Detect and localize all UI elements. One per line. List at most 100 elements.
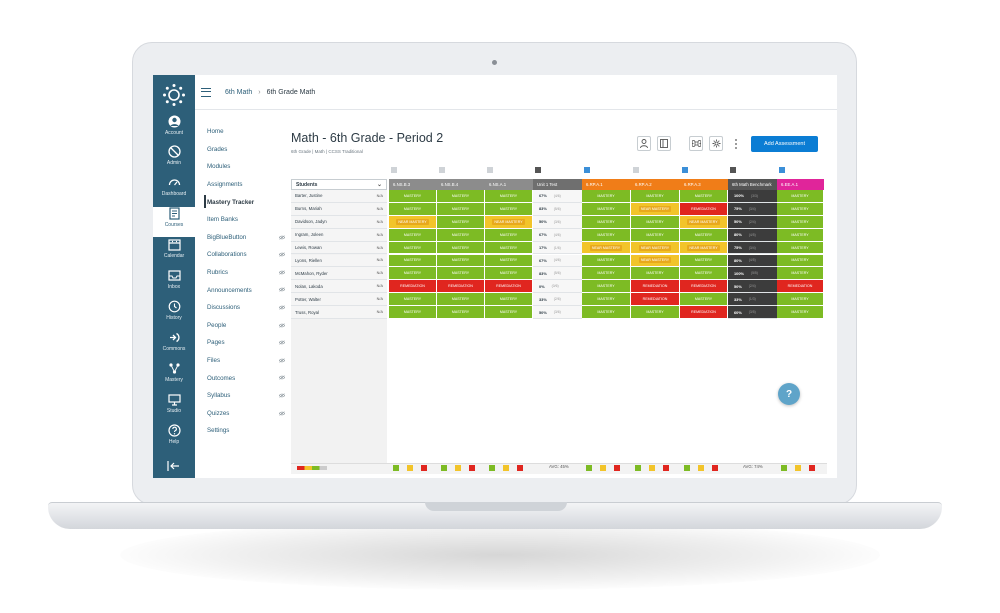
shortcuts-button[interactable] — [689, 136, 703, 151]
global-nav-admin[interactable]: Admin — [153, 145, 195, 175]
mastery-cell[interactable]: MASTERY — [582, 202, 631, 216]
mastery-cell[interactable]: MASTERY — [437, 254, 485, 268]
visibility-eye-icon[interactable] — [279, 287, 285, 293]
student-row[interactable]: Truss, Royal N/A — [291, 306, 387, 319]
mastery-cell[interactable]: MASTERY — [582, 293, 631, 307]
mastery-cell[interactable]: MASTERY — [485, 254, 533, 268]
mastery-cell[interactable]: MASTERY — [389, 228, 437, 242]
mastery-cell[interactable]: MASTERY — [777, 190, 824, 203]
score-cell[interactable]: 33% (1/3) — [728, 293, 777, 307]
course-nav-assignments[interactable]: Assignments — [207, 176, 285, 194]
column-tag-icon[interactable] — [487, 167, 493, 173]
score-cell[interactable]: 33% (2/6) — [533, 293, 582, 307]
course-nav-grades[interactable]: Grades — [207, 141, 285, 159]
mastery-cell[interactable]: MASTERY — [582, 228, 631, 242]
score-cell[interactable]: 80% (4/5) — [728, 228, 777, 242]
global-nav-mastery[interactable]: Mastery — [153, 362, 195, 392]
visibility-eye-icon[interactable] — [279, 270, 285, 275]
mastery-cell[interactable]: MASTERY — [582, 215, 631, 229]
mastery-cell[interactable]: MASTERY — [389, 190, 437, 203]
score-cell[interactable]: 50% (3/6) — [533, 215, 582, 229]
mastery-cell[interactable]: NEAR MASTERY — [631, 202, 680, 216]
mastery-cell[interactable]: REMEDIATION — [680, 306, 728, 319]
mastery-cell[interactable]: MASTERY — [631, 228, 680, 242]
mastery-cell[interactable]: NEAR MASTERY — [485, 215, 533, 229]
score-cell[interactable]: 67% (4/6) — [533, 254, 582, 268]
student-row[interactable]: Nolan, Lakoda N/A — [291, 280, 387, 294]
column-header[interactable]: 6.RP.A.2 — [631, 179, 680, 190]
mastery-cell[interactable]: NEAR MASTERY — [631, 241, 680, 255]
mastery-cell[interactable]: NEAR MASTERY — [680, 215, 728, 229]
student-row[interactable]: Davidson, Jadyn N/A — [291, 215, 387, 229]
course-nav-people[interactable]: People — [207, 317, 285, 335]
legend-swatch[interactable] — [297, 466, 327, 470]
mastery-cell[interactable]: MASTERY — [389, 241, 437, 255]
global-nav-calendar[interactable]: Calendar — [153, 238, 195, 268]
course-nav-discussions[interactable]: Discussions — [207, 299, 285, 317]
mastery-cell[interactable]: NEAR MASTERY — [582, 241, 631, 255]
score-cell[interactable]: 83% (5/6) — [533, 202, 582, 216]
visibility-eye-icon[interactable] — [279, 358, 285, 363]
global-nav-commons[interactable]: Commons — [153, 331, 195, 361]
global-nav-dashboard[interactable]: Dashboard — [153, 176, 195, 206]
score-cell[interactable]: 80% (4/5) — [728, 254, 777, 268]
mastery-cell[interactable]: MASTERY — [631, 190, 680, 203]
mastery-cell[interactable]: MASTERY — [389, 202, 437, 216]
column-header[interactable]: Unit 1 Test — [533, 179, 582, 190]
global-nav-account[interactable]: Account — [153, 115, 195, 145]
mastery-cell[interactable]: MASTERY — [389, 267, 437, 281]
column-tag-icon[interactable] — [584, 167, 590, 173]
breadcrumb-course[interactable]: 6th Math — [225, 88, 253, 96]
column-tag-icon[interactable] — [682, 167, 688, 173]
mastery-cell[interactable]: MASTERY — [485, 202, 533, 216]
visibility-eye-icon[interactable] — [279, 375, 285, 381]
course-nav-mastery-tracker[interactable]: Mastery Tracker — [204, 193, 285, 211]
hamburger-menu-icon[interactable] — [201, 87, 211, 97]
mastery-cell[interactable]: MASTERY — [680, 254, 728, 268]
score-cell[interactable]: 75% (3/4) — [728, 241, 777, 255]
score-cell[interactable]: 0% (0/6) — [533, 280, 582, 294]
mastery-cell[interactable]: MASTERY — [437, 202, 485, 216]
score-cell[interactable]: 100% (3/3) — [728, 190, 777, 203]
score-cell[interactable]: 83% (5/6) — [533, 267, 582, 281]
student-row[interactable]: Ingram, Joleen N/A — [291, 228, 387, 242]
student-row[interactable]: Lewis, Rowan N/A — [291, 241, 387, 255]
mastery-cell[interactable]: MASTERY — [485, 241, 533, 255]
mastery-cell[interactable]: MASTERY — [582, 267, 631, 281]
course-nav-outcomes[interactable]: Outcomes — [207, 369, 285, 387]
add-assessment-button[interactable]: Add Assessment — [751, 136, 818, 152]
visibility-eye-icon[interactable] — [279, 340, 285, 345]
global-nav-history[interactable]: History — [153, 300, 195, 330]
score-cell[interactable]: 50% (2/4) — [728, 215, 777, 229]
student-row[interactable]: McMahon, Ryder N/A — [291, 267, 387, 281]
student-row[interactable]: Burns, Mariah N/A — [291, 202, 387, 216]
mastery-cell[interactable]: REMEDIATION — [485, 280, 533, 294]
mastery-cell[interactable]: MASTERY — [437, 215, 485, 229]
students-header[interactable]: Students ⌄ — [291, 179, 387, 190]
help-button[interactable]: ? — [778, 383, 800, 405]
global-nav-courses[interactable]: Courses — [153, 207, 195, 237]
column-header[interactable]: 6.EE.A.1 — [777, 179, 824, 190]
column-tag-icon[interactable] — [730, 167, 736, 173]
mastery-cell[interactable]: MASTERY — [777, 306, 824, 319]
mastery-cell[interactable]: MASTERY — [680, 293, 728, 307]
column-header[interactable]: 6.RP.A.3 — [680, 179, 728, 190]
mastery-cell[interactable]: REMEDIATION — [437, 280, 485, 294]
mastery-cell[interactable]: MASTERY — [777, 267, 824, 281]
column-tag-icon[interactable] — [439, 167, 445, 173]
mastery-cell[interactable]: REMEDIATION — [680, 280, 728, 294]
score-cell[interactable]: 100% (5/5) — [728, 267, 777, 281]
mastery-cell[interactable]: MASTERY — [777, 293, 824, 307]
mastery-cell[interactable]: MASTERY — [582, 280, 631, 294]
course-nav-rubrics[interactable]: Rubrics — [207, 264, 285, 282]
mastery-cell[interactable]: MASTERY — [437, 267, 485, 281]
mastery-cell[interactable]: MASTERY — [582, 306, 631, 319]
course-nav-collaborations[interactable]: Collaborations — [207, 246, 285, 264]
score-cell[interactable]: 50% (3/6) — [533, 306, 582, 319]
mastery-cell[interactable]: MASTERY — [680, 190, 728, 203]
course-nav-home[interactable]: Home — [207, 123, 285, 141]
mastery-cell[interactable]: REMEDIATION — [631, 293, 680, 307]
mastery-cell[interactable]: REMEDIATION — [389, 280, 437, 294]
student-row[interactable]: Barter, Justine N/A — [291, 190, 387, 203]
course-nav-syllabus[interactable]: Syllabus — [207, 387, 285, 405]
